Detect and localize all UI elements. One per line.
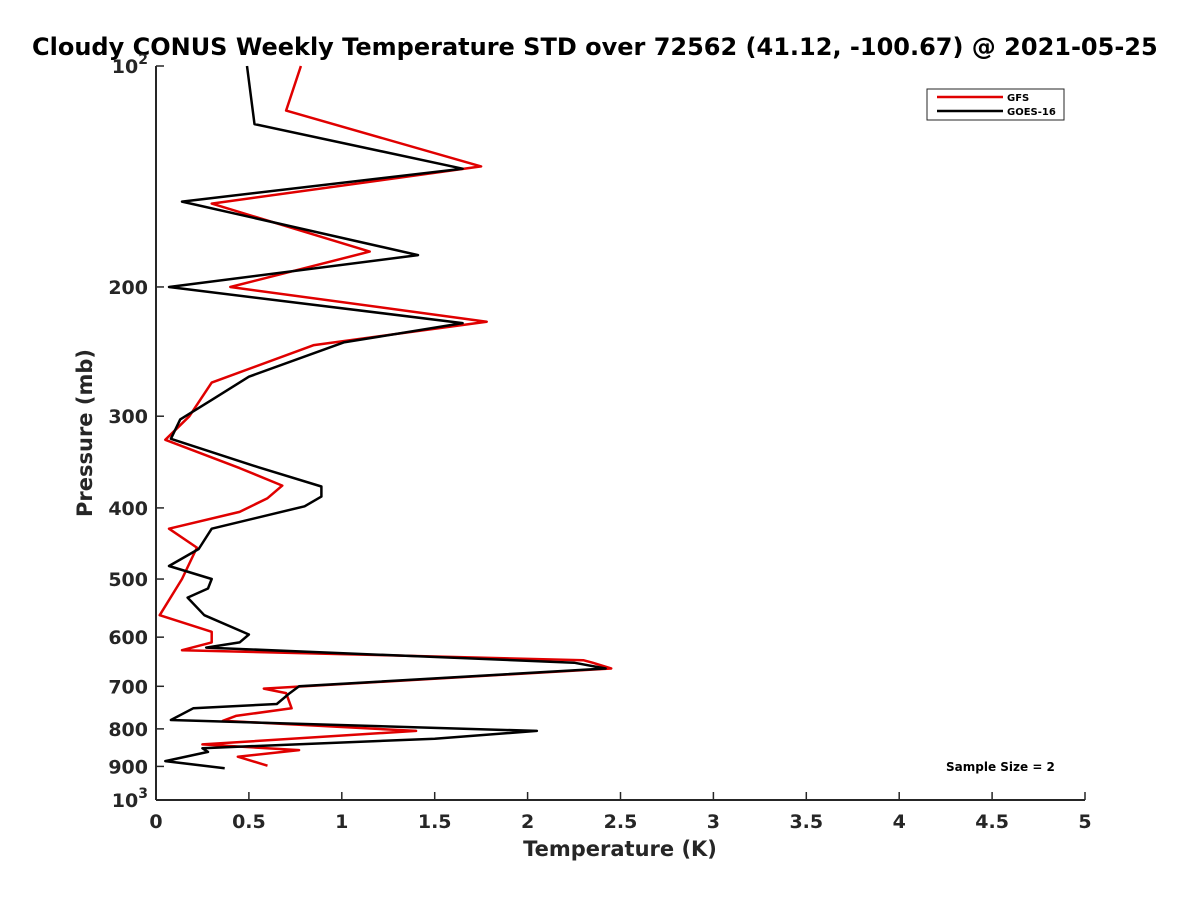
legend-label-goes16: GOES-16 [1007,107,1056,118]
x-tick-label: 0.5 [232,811,266,833]
y-ticks: 102 200 300 400 500 600 700 800 900 103 [108,52,164,812]
x-tick-label: 3 [707,811,720,833]
y-tick-label: 102 [112,52,148,78]
x-axis-label: Temperature (K) [523,837,717,861]
y-tick-label: 600 [108,627,148,649]
y-tick-label: 700 [108,676,148,698]
legend-box [926,88,1065,121]
sample-size-annotation: Sample Size = 2 [946,760,1055,774]
y-tick-label: 400 [108,498,148,520]
legend: GFS GOES-16 [926,88,1065,121]
y-tick-label: 300 [108,406,148,428]
y-tick-label: 500 [108,569,148,591]
y-tick-label: 103 [112,786,148,812]
y-tick-label: 900 [108,756,148,778]
x-tick-label: 0 [149,811,162,833]
series-layer [158,65,613,770]
x-tick-label: 2 [521,811,534,833]
x-tick-label: 4.5 [975,811,1009,833]
y-tick-label: 200 [108,277,148,299]
x-tick-label: 3.5 [789,811,823,833]
chart-title: Cloudy CONUS Weekly Temperature STD over… [32,33,1158,61]
legend-label-gfs: GFS [1007,93,1029,104]
x-ticks: 0 0.5 1 1.5 2 2.5 3 3.5 4 4.5 5 [149,792,1092,833]
y-tick-label: 800 [108,719,148,741]
y-axis-label: Pressure (mb) [73,349,97,517]
series-line-gfs [158,65,613,767]
x-tick-label: 1.5 [418,811,452,833]
x-tick-label: 4 [893,811,906,833]
series-line-goes16 [164,65,607,770]
x-tick-label: 1 [335,811,348,833]
x-tick-label: 5 [1078,811,1091,833]
x-tick-label: 2.5 [604,811,638,833]
